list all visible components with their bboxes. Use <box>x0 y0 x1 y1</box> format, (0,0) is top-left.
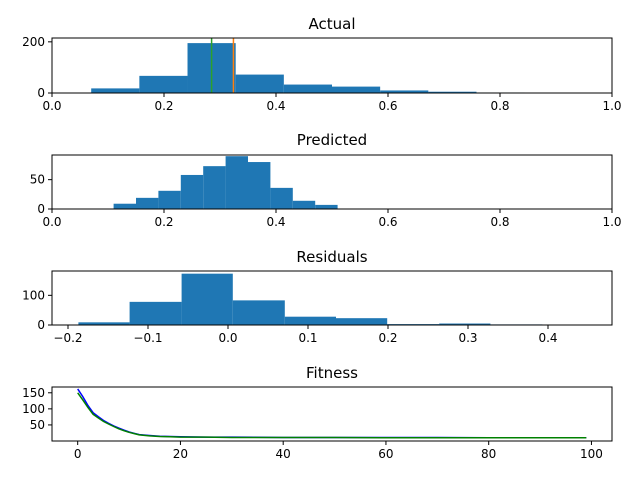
fitness-line <box>77 392 587 439</box>
x-tick-label: 0.4 <box>266 99 285 113</box>
x-tick-label: 100 <box>580 447 603 461</box>
histogram-bar <box>283 84 332 93</box>
histogram-bar <box>248 162 271 209</box>
histogram-bar <box>91 88 140 93</box>
x-tick-label: 0 <box>74 447 82 461</box>
x-tick-label: 0.4 <box>538 331 557 345</box>
x-tick-label: 0.8 <box>490 215 509 229</box>
y-tick-label: 200 <box>22 35 45 49</box>
panel-actual: Actual 0.0 0.2 0.4 0.6 0.8 1.0 0 200 <box>22 15 621 113</box>
x-tick-label: 0.2 <box>154 215 173 229</box>
histogram-bar <box>439 323 491 325</box>
histogram-bar <box>235 74 284 93</box>
x-tick-label: 1.0 <box>602 99 621 113</box>
chart-title: Actual <box>309 15 356 33</box>
x-tick-label: −0.2 <box>53 331 82 345</box>
plot-frame <box>51 270 613 326</box>
y-tick-label: 50 <box>30 173 45 187</box>
x-tick-label: 1.0 <box>602 215 621 229</box>
histogram-bar <box>428 91 477 93</box>
histogram-bar <box>180 174 204 209</box>
x-tick-label: 0.0 <box>42 99 61 113</box>
x-tick-label: 0.2 <box>378 331 397 345</box>
histogram-bar <box>225 156 248 209</box>
histogram-bar <box>113 203 136 209</box>
panel-predicted: Predicted 0.0 0.2 0.4 0.6 0.8 1.0 0 50 <box>30 131 622 229</box>
y-tick-label: 150 <box>22 386 45 400</box>
histogram-bar <box>181 273 233 325</box>
x-tick-label: 40 <box>276 447 291 461</box>
x-tick-label: 0.6 <box>378 215 397 229</box>
histogram-bar <box>158 190 181 209</box>
x-tick-label: 0.0 <box>218 331 237 345</box>
histogram-bar <box>380 90 429 93</box>
panel-fitness: Fitness 0 20 40 60 80 100 50 100 150 <box>22 364 613 461</box>
y-tick-label: 50 <box>30 418 45 432</box>
x-tick-label: 0.8 <box>490 99 509 113</box>
histogram-bar <box>232 300 285 325</box>
x-tick-label: 0.3 <box>458 331 477 345</box>
histogram-bar <box>203 166 226 209</box>
histogram-bar <box>139 75 188 93</box>
x-tick-label: 60 <box>378 447 393 461</box>
x-tick-label: 0.4 <box>266 215 285 229</box>
y-tick-label: 100 <box>22 288 45 302</box>
x-tick-label: 0.2 <box>154 99 173 113</box>
x-tick-label: 80 <box>481 447 496 461</box>
y-tick-label: 0 <box>37 318 45 332</box>
plot-frame <box>51 386 613 442</box>
panel-residuals: Residuals −0.2 −0.1 0.0 0.1 0.2 0.3 0.4 0 100 <box>22 248 613 345</box>
x-tick-label: 0.1 <box>298 331 317 345</box>
histogram-bar <box>336 318 388 325</box>
chart-title: Predicted <box>297 131 367 149</box>
plot-frame <box>51 154 613 210</box>
histogram-bar <box>284 316 336 325</box>
y-tick-label: 100 <box>22 402 45 416</box>
chart-title: Residuals <box>296 248 367 266</box>
histogram-bar <box>315 204 338 209</box>
x-tick-label: 0.0 <box>42 215 61 229</box>
chart-title: Fitness <box>306 364 358 382</box>
y-tick-label: 0 <box>37 202 45 216</box>
histogram-bar <box>129 301 182 325</box>
histogram-bar <box>136 197 159 209</box>
x-tick-label: 20 <box>173 447 188 461</box>
x-tick-label: 0.6 <box>378 99 397 113</box>
x-tick-label: −0.1 <box>133 331 162 345</box>
histogram-bar <box>270 187 293 209</box>
histogram-bar <box>292 200 316 209</box>
histogram-bar <box>78 322 130 325</box>
y-tick-label: 0 <box>37 86 45 100</box>
histogram-bar <box>332 86 381 93</box>
plot-frame <box>51 37 613 94</box>
